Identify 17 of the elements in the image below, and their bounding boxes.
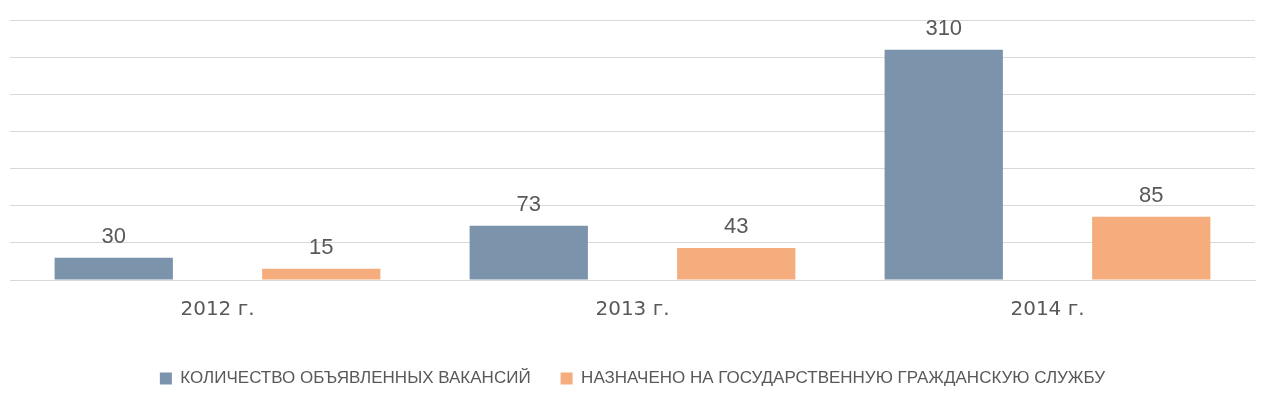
bar — [262, 268, 381, 280]
data-label: 43 — [724, 213, 749, 239]
legend-label: КОЛИЧЕСТВО ОБЪЯВЛЕННЫХ ВАКАНСИЙ — [180, 368, 531, 388]
bar — [677, 248, 796, 280]
data-label: 310 — [925, 14, 963, 40]
bar — [54, 257, 173, 280]
legend-label: НАЗНАЧЕНО НА ГОСУДАРСТВЕННУЮ ГРАЖДАНСКУЮ СЛУЖБУ — [581, 368, 1106, 388]
data-label: 73 — [516, 190, 541, 216]
data-label: 30 — [101, 222, 126, 248]
bar — [1092, 216, 1211, 280]
data-label: 15 — [309, 233, 334, 259]
bar — [884, 49, 1003, 280]
x-tick-label: 2012 г. — [180, 296, 255, 321]
x-tick-label: 2013 г. — [595, 296, 670, 321]
data-label: 85 — [1139, 181, 1164, 207]
bar — [469, 225, 588, 280]
x-tick-label: 2014 г. — [1010, 296, 1085, 321]
